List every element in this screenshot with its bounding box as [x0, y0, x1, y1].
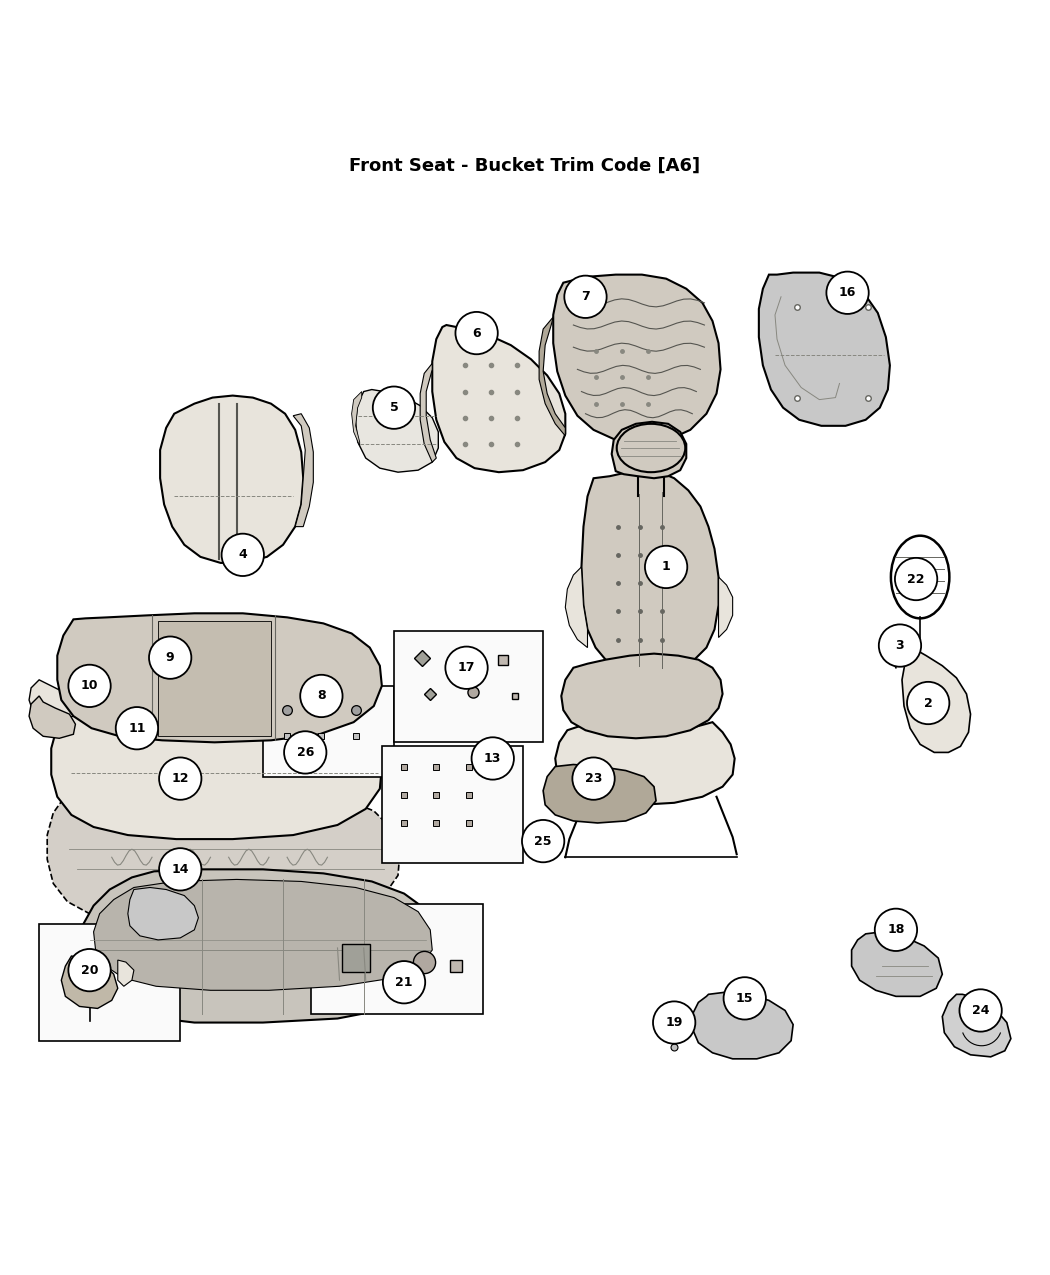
Circle shape: [723, 977, 765, 1020]
Circle shape: [645, 546, 688, 588]
Polygon shape: [356, 390, 438, 472]
Circle shape: [445, 646, 487, 688]
Polygon shape: [118, 960, 134, 987]
Circle shape: [300, 674, 342, 717]
Circle shape: [160, 848, 202, 890]
Circle shape: [456, 312, 498, 354]
Circle shape: [907, 682, 949, 724]
Polygon shape: [58, 613, 382, 742]
Text: 3: 3: [896, 639, 904, 652]
Polygon shape: [543, 765, 656, 822]
Polygon shape: [352, 391, 361, 446]
Polygon shape: [612, 422, 687, 478]
Polygon shape: [61, 956, 118, 1009]
Circle shape: [875, 909, 917, 951]
Bar: [311, 904, 483, 1015]
Polygon shape: [565, 567, 588, 648]
Polygon shape: [759, 273, 890, 426]
Polygon shape: [555, 722, 735, 805]
Polygon shape: [293, 413, 313, 527]
Polygon shape: [582, 470, 718, 672]
Bar: [39, 924, 181, 1040]
Text: 21: 21: [395, 975, 413, 988]
Text: 8: 8: [317, 690, 326, 703]
Text: 6: 6: [472, 326, 481, 339]
Polygon shape: [128, 887, 198, 940]
Polygon shape: [718, 578, 733, 638]
Polygon shape: [80, 870, 442, 1023]
Text: Front Seat - Bucket Trim Code [A6]: Front Seat - Bucket Trim Code [A6]: [350, 157, 700, 175]
Text: 16: 16: [839, 287, 856, 300]
Text: 7: 7: [581, 291, 590, 303]
Text: 4: 4: [238, 548, 247, 561]
Circle shape: [149, 636, 191, 678]
Circle shape: [471, 737, 513, 779]
Polygon shape: [852, 932, 942, 996]
Circle shape: [572, 757, 614, 799]
Circle shape: [879, 625, 921, 667]
Text: 15: 15: [736, 992, 754, 1005]
Polygon shape: [29, 680, 78, 720]
Polygon shape: [420, 363, 437, 462]
Polygon shape: [51, 703, 382, 839]
Circle shape: [285, 732, 327, 774]
Circle shape: [653, 1001, 695, 1044]
Circle shape: [116, 708, 159, 750]
Circle shape: [564, 275, 607, 317]
Circle shape: [222, 534, 264, 576]
Text: 1: 1: [662, 561, 671, 574]
Text: 17: 17: [458, 662, 476, 674]
Polygon shape: [692, 992, 793, 1058]
Text: 26: 26: [296, 746, 314, 759]
Text: 19: 19: [666, 1016, 683, 1029]
Polygon shape: [942, 994, 1011, 1057]
Text: 9: 9: [166, 652, 174, 664]
Polygon shape: [47, 787, 400, 926]
Text: 10: 10: [81, 680, 99, 692]
Ellipse shape: [890, 536, 949, 618]
Circle shape: [826, 272, 868, 314]
Polygon shape: [880, 634, 904, 659]
Text: 18: 18: [887, 923, 905, 936]
Bar: [262, 686, 394, 776]
Polygon shape: [562, 654, 722, 738]
Text: 12: 12: [171, 773, 189, 785]
Circle shape: [160, 757, 202, 799]
Bar: [394, 631, 543, 742]
Text: 22: 22: [907, 572, 925, 585]
Text: 2: 2: [924, 696, 932, 709]
Circle shape: [895, 558, 938, 601]
Circle shape: [383, 961, 425, 1003]
Text: 5: 5: [390, 402, 398, 414]
Circle shape: [68, 949, 110, 991]
Text: 24: 24: [972, 1003, 989, 1017]
Circle shape: [522, 820, 564, 862]
Ellipse shape: [616, 423, 686, 472]
Text: 25: 25: [534, 835, 552, 848]
Polygon shape: [93, 880, 433, 991]
Polygon shape: [539, 317, 565, 436]
Circle shape: [960, 989, 1002, 1031]
Polygon shape: [159, 621, 271, 736]
Text: 20: 20: [81, 964, 99, 977]
Polygon shape: [433, 325, 565, 472]
Bar: [382, 746, 523, 863]
Circle shape: [373, 386, 415, 428]
Text: 11: 11: [128, 722, 146, 734]
Circle shape: [68, 664, 110, 708]
Text: 13: 13: [484, 752, 502, 765]
Polygon shape: [160, 395, 303, 562]
Text: 23: 23: [585, 773, 603, 785]
Text: 14: 14: [171, 863, 189, 876]
Polygon shape: [553, 274, 720, 444]
Polygon shape: [29, 696, 76, 738]
Polygon shape: [902, 645, 970, 752]
